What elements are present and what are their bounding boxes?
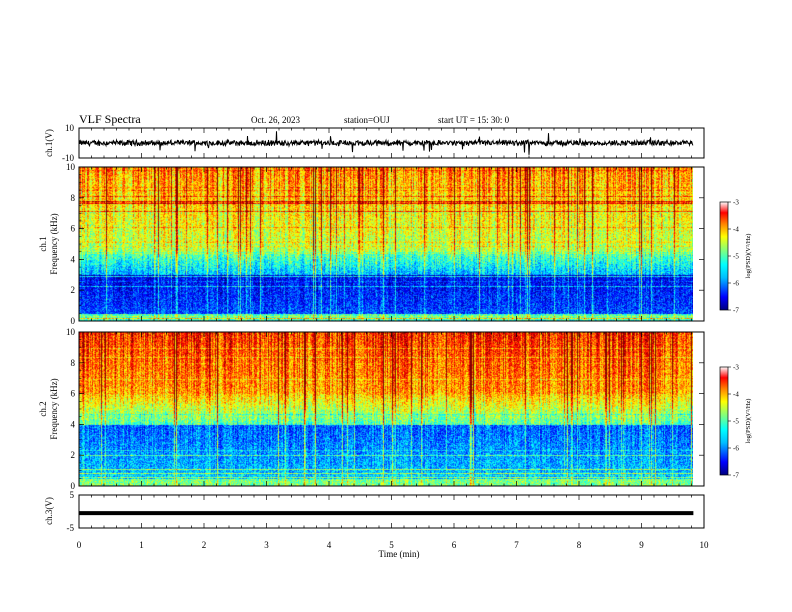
ch2-spectrogram-panel: 0 2 4 6 8 10 ch.2 Frequency (kHz) <box>38 327 705 491</box>
colorbar-tick-label: -6 <box>733 445 739 453</box>
y-tick-label: 0 <box>71 316 76 326</box>
ch2-spectrogram-image <box>79 332 693 486</box>
colorbar-tick-label: -7 <box>733 472 739 480</box>
colorbar-tick-label: -5 <box>733 253 739 261</box>
y-tick-label: 6 <box>71 224 76 234</box>
x-tick-label: 10 <box>700 540 710 550</box>
ch2-spectrogram-ylabel-channel: ch.2 <box>38 401 48 416</box>
ch1-spectrogram-panel: 0 2 4 6 8 10 ch.1 Frequency (kHz) <box>38 162 705 326</box>
x-tick-label: 9 <box>639 540 644 550</box>
colorbar-tick-label: -3 <box>733 199 739 207</box>
y-tick-label: 2 <box>71 450 76 460</box>
colorbar-tick-label: -4 <box>733 391 739 399</box>
ch1-spectrogram-ylabel-freq: Frequency (kHz) <box>49 213 59 274</box>
x-tick-label: 3 <box>264 540 269 550</box>
colorbar-tick-label: -7 <box>733 307 739 315</box>
ch1-colorbar: -3 -4 -5 -6 -7 log(PSD)(V²/Hz) <box>719 199 752 315</box>
ch2-colorbar-scale <box>719 366 729 476</box>
x-axis-label: Time (min) <box>379 549 420 559</box>
y-tick-label: 8 <box>71 358 76 368</box>
ch1-waveform-line <box>78 131 694 155</box>
x-tick-label: 7 <box>514 540 519 550</box>
figure-title: VLF Spectra <box>79 112 141 126</box>
y-tick-label: 6 <box>71 389 76 399</box>
ch1-colorbar-scale <box>719 201 729 311</box>
date-label: Oct. 26, 2023 <box>251 115 300 125</box>
x-axis-ticks <box>78 128 705 528</box>
ch1-colorbar-label: log(PSD)(V²/Hz) <box>745 234 752 279</box>
ch1-spectrogram-image <box>79 167 693 321</box>
ch1-waveform-ylabel: ch.1(V) <box>44 129 54 157</box>
x-tick-label: 2 <box>202 540 207 550</box>
ch3-waveform-panel: 5 -5 ch.3(V) <box>44 490 705 533</box>
y-tick-label: 10 <box>66 327 76 337</box>
x-tick-label: 5 <box>389 540 394 550</box>
x-tick-label: 1 <box>139 540 144 550</box>
colorbar-tick-label: -4 <box>733 226 739 234</box>
ch1-waveform-panel: 10 -10 ch.1(V) <box>44 123 705 163</box>
start-ut-label: start UT = 15: 30: 0 <box>438 115 510 125</box>
y-tick-label: 4 <box>71 254 76 264</box>
ch3-waveform-ylabel: ch.3(V) <box>44 497 54 525</box>
ch1-ytick-bottom: -10 <box>62 153 74 163</box>
x-tick-label: 8 <box>577 540 582 550</box>
ch2-spectrogram-yticks: 0 2 4 6 8 10 <box>66 327 704 491</box>
x-tick-label: 6 <box>452 540 457 550</box>
y-tick-label: 2 <box>71 285 76 295</box>
ch2-spectrogram-ylabel-freq: Frequency (kHz) <box>49 378 59 439</box>
x-axis-tick-labels: 0 1 2 3 4 5 6 7 8 9 10 <box>77 540 709 550</box>
y-tick-label: 10 <box>66 162 76 172</box>
y-tick-label: 0 <box>71 481 76 491</box>
colorbar-tick-label: -3 <box>733 364 739 372</box>
station-label: station=OUJ <box>344 115 390 125</box>
colorbar-tick-label: -6 <box>733 280 739 288</box>
x-tick-label: 0 <box>77 540 82 550</box>
x-tick-label: 4 <box>327 540 332 550</box>
y-tick-label: 8 <box>71 193 76 203</box>
y-tick-label: 4 <box>71 419 76 429</box>
ch1-spectrogram-ylabel-channel: ch.1 <box>38 236 48 251</box>
ch1-spectrogram-yticks: 0 2 4 6 8 10 <box>66 162 704 326</box>
colorbar-tick-label: -5 <box>733 418 739 426</box>
ch3-ytick-top: 5 <box>70 490 75 500</box>
ch2-colorbar: -3 -4 -5 -6 -7 log(PSD)(V²/Hz) <box>719 364 752 480</box>
ch2-colorbar-label: log(PSD)(V²/Hz) <box>745 399 752 444</box>
ch1-ytick-top: 10 <box>65 123 75 133</box>
ch3-ytick-bottom: -5 <box>67 523 75 533</box>
